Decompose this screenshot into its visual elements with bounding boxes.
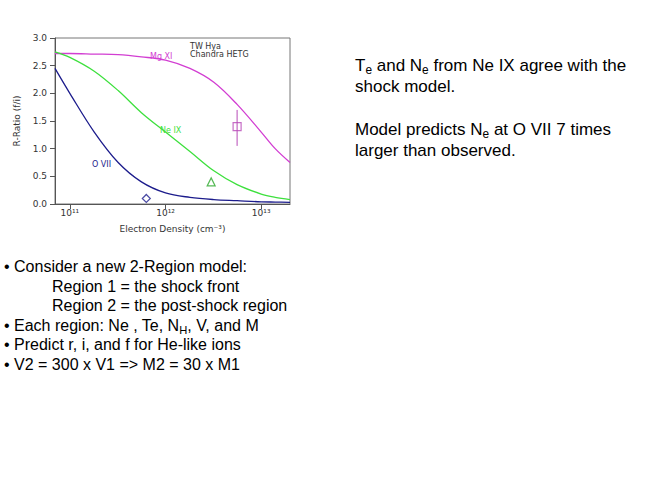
html-text:Teand Nefrom Ne IX agree with: Teand Nefrom Ne IX agree with the shock … — [355, 56, 627, 96]
html-text:• Consider a new 2-Region mode: • Consider a new 2-Region model: — [4, 258, 248, 275]
svg-text:3.0: 3.0 — [33, 33, 48, 43]
svg-text:O VII: O VII — [92, 160, 111, 169]
svg-text:Mg XI: Mg XI — [150, 51, 173, 61]
svg-text:10¹¹: 10¹¹ — [60, 208, 79, 218]
html-text:• Predict r, i, and f for He-l: • Predict r, i, and f for He-like ions — [4, 336, 241, 353]
html-text:Region 1 = the shock front: Region 1 = the shock front — [52, 277, 240, 295]
svg-text:1.0: 1.0 — [33, 144, 48, 154]
html-text:Region 2 = the post-shock regi: Region 2 = the post-shock region — [52, 297, 288, 314]
html-text:• Each region: Ne , Te, NH, V,: • Each region: Ne , Te, NH, V, and M — [4, 316, 259, 336]
svg-text:TW Hya: TW Hya — [190, 41, 221, 51]
svg-text:0.5: 0.5 — [33, 171, 47, 181]
svg-text:10¹³: 10¹³ — [252, 208, 271, 218]
svg-text:Chandra HETG: Chandra HETG — [190, 50, 249, 59]
html-text:Model predicts Neat O VII 7 ti: Model predicts Neat O VII 7 times larger… — [355, 120, 612, 160]
svg-text:0.0: 0.0 — [33, 199, 48, 209]
html-text:• V2 = 300 x V1 => M2 = 30 x M: • V2 = 300 x V1 => M2 = 30 x M1 — [4, 355, 240, 373]
svg-text:2.5: 2.5 — [33, 61, 47, 71]
svg-text:Electron Density (cm⁻³): Electron Density (cm⁻³) — [120, 224, 226, 234]
svg-text:10¹²: 10¹² — [156, 208, 175, 218]
svg-text:Ne IX: Ne IX — [160, 125, 182, 135]
svg-text:2.0: 2.0 — [33, 88, 48, 98]
svg-text:1.5: 1.5 — [33, 116, 47, 126]
svg-text:R-Ratio (f/i): R-Ratio (f/i) — [12, 96, 22, 147]
